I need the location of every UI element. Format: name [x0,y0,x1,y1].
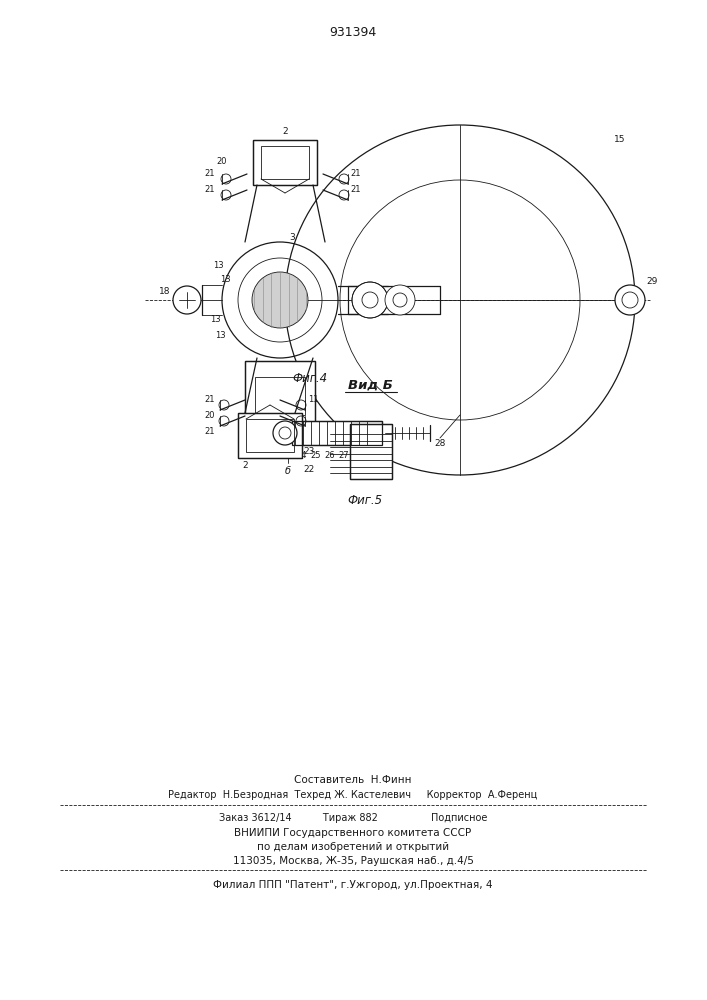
Bar [245,361,315,423]
Text: 13: 13 [220,275,230,284]
Text: ВНИИПИ Государственного комитета СССР: ВНИИПИ Государственного комитета СССР [235,828,472,838]
Text: 27: 27 [339,450,349,460]
Bar [350,424,392,479]
Circle shape [615,285,645,315]
Text: б: б [285,466,291,476]
Text: 13: 13 [213,260,223,269]
Text: 931394: 931394 [329,25,377,38]
Text: 21: 21 [205,426,215,436]
Text: 24: 24 [297,450,308,460]
Bar [255,377,305,415]
Bar [245,361,315,423]
Text: Фиг.4: Фиг.4 [293,371,327,384]
Text: 26: 26 [325,450,335,460]
Text: 20: 20 [205,410,215,420]
Text: Составитель  Н.Финн: Составитель Н.Финн [294,775,411,785]
Text: 113035, Москва, Ж-35, Раушская наб., д.4/5: 113035, Москва, Ж-35, Раушская наб., д.4… [233,856,474,866]
Text: 21: 21 [205,168,215,178]
Circle shape [385,285,415,315]
Text: Редактор  Н.Безродная  Техред Ж. Кастелевич     Корректор  А.Ференц: Редактор Н.Безродная Техред Ж. Кастелеви… [168,790,538,800]
Text: 23: 23 [303,430,315,438]
Bar [253,140,317,185]
Bar [261,146,309,179]
Text: 18: 18 [159,288,171,296]
Text: 3: 3 [289,233,295,242]
Text: 28: 28 [434,438,445,448]
Text: 21: 21 [205,394,215,403]
Bar [238,413,302,458]
Text: 22: 22 [306,432,317,440]
Text: по делам изобретений и открытий: по делам изобретений и открытий [257,842,449,852]
Text: 11: 11 [308,394,318,403]
Text: 21: 21 [205,184,215,194]
Bar [350,424,392,479]
Text: 2: 2 [243,462,248,471]
Circle shape [352,282,388,318]
Circle shape [273,421,297,445]
Text: Заказ 3612/14          Тираж 882                 Подписное: Заказ 3612/14 Тираж 882 Подписное [218,813,487,823]
Circle shape [252,272,308,328]
Circle shape [173,286,201,314]
Text: 15: 15 [614,135,626,144]
Text: 21: 21 [351,168,361,178]
Text: 29: 29 [646,277,658,286]
Text: 25: 25 [311,450,321,460]
Text: 2: 2 [282,127,288,136]
Bar [246,419,294,452]
Bar [292,421,382,445]
Text: 20: 20 [217,156,227,165]
Text: 21: 21 [351,184,361,194]
Text: 13: 13 [210,316,221,324]
Text: 23: 23 [303,448,315,456]
Text: 22: 22 [304,464,315,474]
Text: 13: 13 [215,330,226,340]
Bar [238,413,302,458]
Bar [292,421,382,445]
Text: Фиг.5: Фиг.5 [347,494,382,508]
Text: Вид Б: Вид Б [348,378,392,391]
Bar [253,140,317,185]
Text: Филиал ППП "Патент", г.Ужгород, ул.Проектная, 4: Филиал ППП "Патент", г.Ужгород, ул.Проек… [214,880,493,890]
